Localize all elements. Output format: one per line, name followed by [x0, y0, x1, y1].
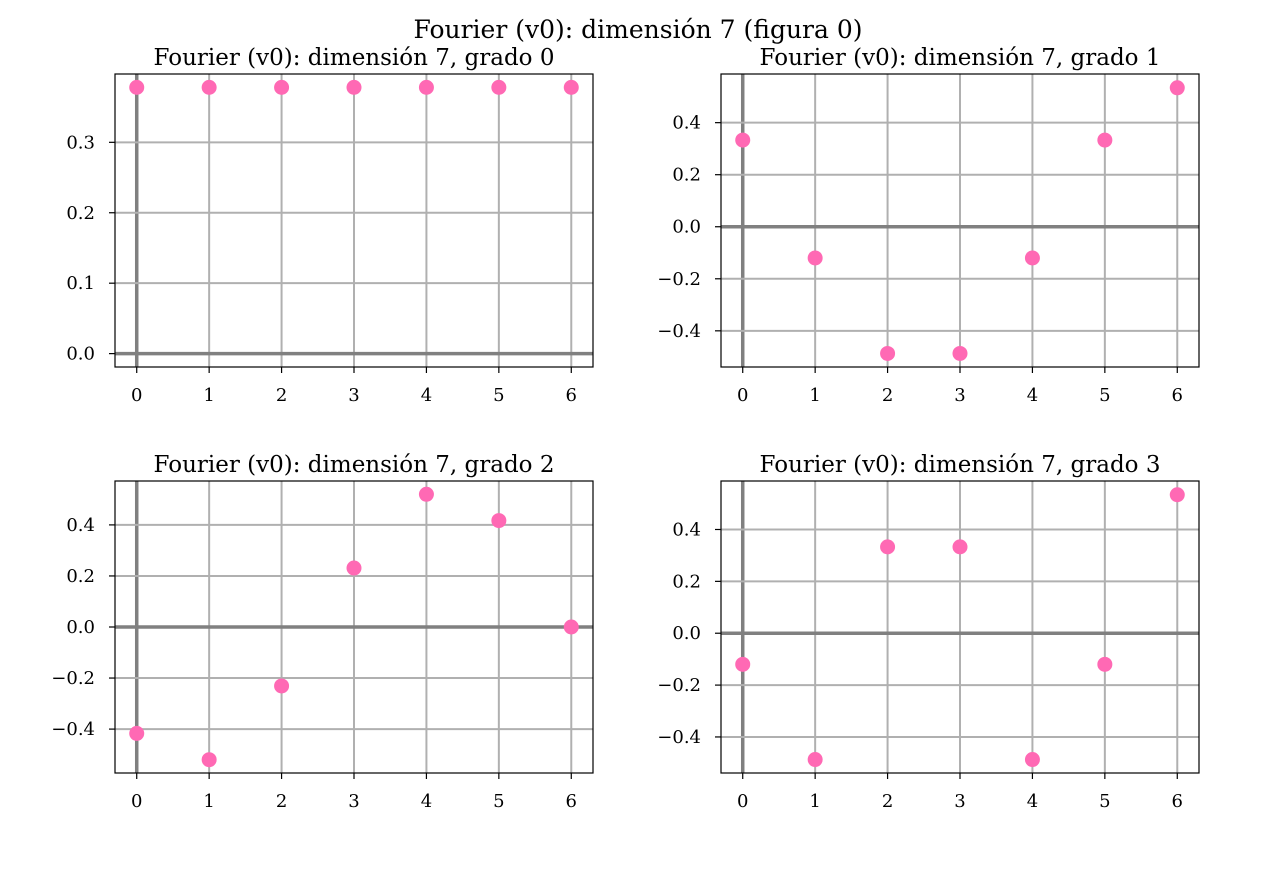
subplot-3: 0 1 2 3 4 5 6 −0.4 −0.2 0.0 0.2 0.4 Fourier (v0): di…: [657, 452, 1200, 812]
x-tick-label: 5: [1099, 791, 1110, 812]
x-tick-label: 2: [276, 385, 287, 406]
y-tick-label: 0.3: [66, 132, 95, 153]
x-tick-label: 1: [203, 385, 214, 406]
y-tick-label: −0.2: [657, 675, 701, 696]
data-point: [129, 725, 145, 741]
y-tick-label: 0.4: [672, 519, 701, 540]
data-point: [346, 560, 362, 576]
y-tick-label: −0.4: [657, 727, 701, 748]
x-tick-label: 6: [1172, 791, 1183, 812]
x-tick-label: 2: [276, 791, 287, 812]
data-point: [201, 752, 217, 768]
data-point: [807, 250, 823, 266]
x-tick-label: 6: [566, 791, 577, 812]
data-point: [418, 79, 434, 95]
y-tick-label: 0.2: [672, 165, 701, 186]
y-tick-label: 0.0: [672, 217, 701, 238]
x-tick-label: 4: [421, 385, 432, 406]
y-tick-label: −0.2: [51, 668, 95, 689]
x-tick-label: 2: [882, 791, 893, 812]
data-point: [491, 513, 507, 529]
data-point: [1097, 656, 1113, 672]
subplot-title: Fourier (v0): dimensión 7, grado 0: [154, 45, 555, 71]
y-tick-label: 0.2: [672, 571, 701, 592]
y-tick-label: 0.2: [66, 566, 95, 587]
x-tick-label: 3: [348, 791, 359, 812]
y-tick-label: 0.0: [66, 617, 95, 638]
data-point: [1169, 80, 1185, 96]
x-tick-label: 0: [737, 791, 748, 812]
data-point: [880, 345, 896, 361]
x-tick-label: 3: [348, 385, 359, 406]
y-tick-label: 0.4: [672, 113, 701, 134]
data-point: [274, 79, 290, 95]
data-point: [952, 539, 968, 555]
y-tick-label: 0.0: [672, 623, 701, 644]
x-tick-label: 5: [1099, 385, 1110, 406]
data-point: [563, 619, 579, 635]
data-point: [491, 79, 507, 95]
data-point: [807, 752, 823, 768]
y-tick-label: 0.1: [66, 273, 95, 294]
subplot-title: Fourier (v0): dimensión 7, grado 1: [760, 45, 1161, 71]
y-tick-label: −0.4: [51, 719, 95, 740]
y-tick-label: 0.0: [66, 344, 95, 365]
x-tick-label: 0: [131, 791, 142, 812]
x-tick-label: 4: [1027, 385, 1038, 406]
data-point: [735, 132, 751, 148]
plot-area: [721, 74, 1199, 367]
subplot-title: Fourier (v0): dimensión 7, grado 3: [760, 452, 1161, 478]
data-point: [274, 678, 290, 694]
data-point: [952, 345, 968, 361]
data-point: [129, 79, 145, 95]
x-tick-label: 5: [493, 791, 504, 812]
data-point: [1024, 250, 1040, 266]
data-point: [880, 539, 896, 555]
x-tick-label: 3: [954, 385, 965, 406]
x-tick-label: 1: [809, 791, 820, 812]
x-tick-label: 1: [809, 385, 820, 406]
x-tick-label: 3: [954, 791, 965, 812]
plot-area: [115, 74, 593, 367]
x-tick-label: 0: [131, 385, 142, 406]
y-tick-label: 0.2: [66, 203, 95, 224]
x-tick-label: 4: [421, 791, 432, 812]
data-point: [1169, 487, 1185, 503]
y-tick-label: −0.4: [657, 321, 701, 342]
data-point: [735, 656, 751, 672]
data-point: [563, 79, 579, 95]
x-tick-label: 6: [1172, 385, 1183, 406]
subplot-0: 0 1 2 3 4 5 6 0.0 0.1 0.2 0.3 Fourier (v0): dimensi…: [66, 45, 594, 406]
x-tick-label: 5: [493, 385, 504, 406]
data-point: [418, 486, 434, 502]
x-tick-label: 4: [1027, 791, 1038, 812]
x-tick-label: 1: [203, 791, 214, 812]
subplot-1: 0 1 2 3 4 5 6 −0.4 −0.2 0.0 0.2 0.4 Fourier (v0): di…: [657, 45, 1200, 406]
y-tick-label: 0.4: [66, 515, 95, 536]
x-tick-label: 6: [566, 385, 577, 406]
plot-area: [721, 481, 1199, 773]
figure-suptitle: Fourier (v0): dimensión 7 (figura 0): [413, 15, 862, 44]
subplot-title: Fourier (v0): dimensión 7, grado 2: [154, 452, 555, 478]
data-point: [346, 79, 362, 95]
y-tick-label: −0.2: [657, 269, 701, 290]
data-point: [1097, 132, 1113, 148]
data-point: [201, 79, 217, 95]
x-tick-label: 2: [882, 385, 893, 406]
x-tick-label: 0: [737, 385, 748, 406]
data-point: [1024, 752, 1040, 768]
subplot-2: 0 1 2 3 4 5 6 −0.4 −0.2 0.0 0.2 0.4 Fourier (v0): di…: [51, 452, 594, 812]
plot-area: [115, 481, 593, 773]
